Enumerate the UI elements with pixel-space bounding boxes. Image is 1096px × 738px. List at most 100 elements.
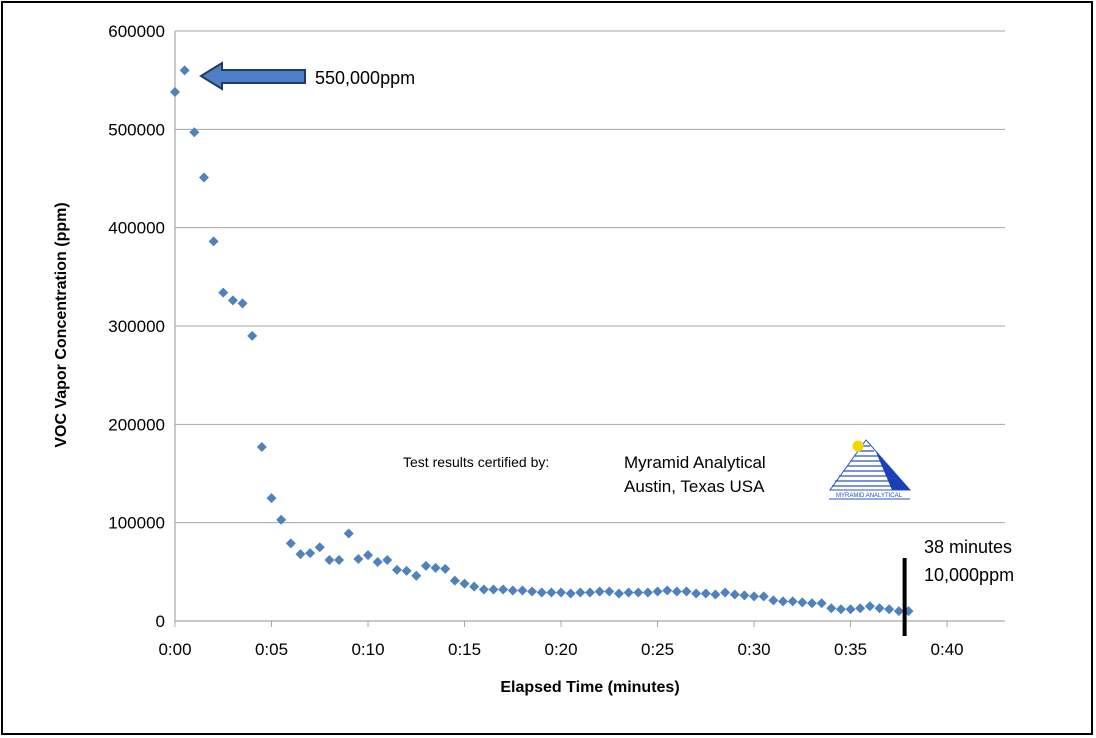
data-point [681,586,692,597]
data-point [874,603,885,614]
data-point [739,590,750,601]
y-tick-labels: 0 100000 200000 300000 400000 500000 600000 [108,22,165,631]
data-point [565,588,576,599]
data-point [189,127,200,138]
y-tick-label: 100000 [108,514,165,533]
data-point [440,563,451,574]
data-point [845,604,856,615]
x-axis-title: Elapsed Time (minutes) [500,679,679,696]
peak-annotation: 550,000ppm [199,61,415,91]
gridlines [175,30,1005,524]
data-point [691,588,702,599]
data-point [527,586,538,597]
sun-icon [852,440,864,452]
data-point [536,587,547,598]
x-tick-label: 0:25 [641,640,674,659]
data-point [623,587,634,598]
x-tick-label: 0:30 [738,640,771,659]
y-tick-label: 400000 [108,219,165,238]
x-tick-label: 0:20 [544,640,577,659]
x-tick-label: 0:35 [834,640,867,659]
data-point [642,587,653,598]
data-point [411,570,422,581]
y-tick-label: 600000 [108,22,165,41]
certification-org-location: Austin, Texas USA [624,477,765,496]
y-tick-label: 300000 [108,317,165,336]
certification-block: Test results certified by: Myramid Analy… [403,439,912,500]
data-point [585,587,595,598]
x-tick-labels: 0:00 0:05 0:10 0:15 0:20 0:25 0:30 0:35 0:40 [158,640,963,659]
data-point [459,578,470,589]
left-arrow-icon [199,61,306,91]
data-point [826,603,837,614]
y-tick-label: 0 [156,612,165,631]
data-point [449,575,460,586]
data-points [170,65,914,617]
data-point [478,584,489,595]
data-point [488,584,499,595]
data-point [343,528,354,539]
data-point [517,585,528,596]
data-point [787,596,798,607]
data-point [276,514,287,525]
data-point [778,596,789,607]
data-point [556,587,567,598]
y-tick-label: 500000 [108,120,165,139]
data-point [613,588,624,599]
data-point [498,584,509,595]
data-point [170,86,180,97]
end-annotation-time: 38 minutes [924,537,1012,557]
data-point [893,606,904,617]
pyramid-logo-icon: MYRAMID ANALYTICAL [829,439,912,500]
data-point [507,585,518,596]
data-point [710,589,721,600]
data-point [247,330,258,341]
y-tick-label: 200000 [108,415,165,434]
data-point [652,586,663,597]
data-point [662,585,673,596]
data-point [864,601,875,612]
data-point [305,548,316,559]
data-point [237,298,248,309]
data-point [758,591,769,602]
data-point [855,603,866,614]
x-tick-label: 0:40 [931,640,964,659]
data-point [729,589,740,600]
data-point [314,542,325,553]
data-point [430,562,441,573]
data-point [382,555,393,566]
data-point [324,555,335,566]
data-point [671,586,682,597]
data-point [353,554,364,565]
data-point [391,564,402,575]
data-point [372,557,383,567]
data-point [179,65,190,76]
x-tick-label: 0:15 [448,640,481,659]
data-point [256,441,267,452]
data-point [469,581,480,592]
data-point [797,597,808,608]
x-tick-label: 0:10 [351,640,384,659]
data-point [835,604,846,615]
data-point [198,172,209,183]
data-point [295,549,306,560]
data-point [420,560,431,571]
end-annotation-ppm: 10,000ppm [924,565,1014,585]
data-point [749,591,760,602]
data-point [363,550,374,561]
data-point [604,586,615,597]
data-point [575,587,586,598]
data-point [401,565,412,576]
data-point [285,538,296,549]
data-point [208,236,219,247]
data-point [768,595,779,606]
certification-org-name: Myramid Analytical [624,453,766,472]
y-axis-title: VOC Vapor Concentration (ppm) [53,202,70,447]
data-point [334,555,345,566]
peak-annotation-label: 550,000ppm [315,68,415,88]
certification-label: Test results certified by: [403,454,549,470]
logo-text: MYRAMID ANALYTICAL [836,493,903,499]
axes [174,31,1005,627]
data-point [227,295,238,306]
